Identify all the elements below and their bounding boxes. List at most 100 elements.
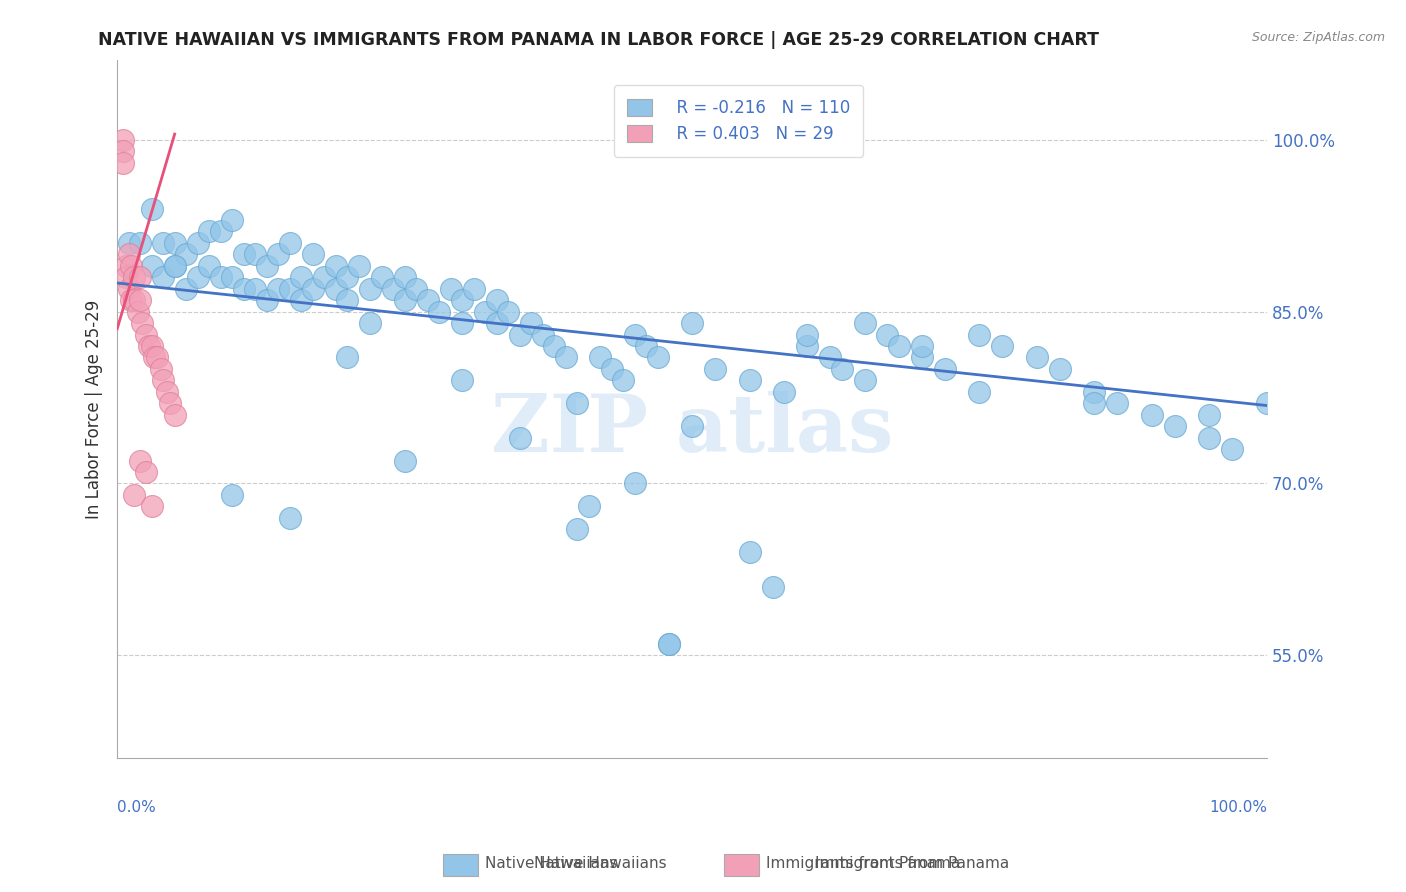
Point (314, 270, 336, 285)
Point (163, 235, 186, 250)
Point (129, 293, 152, 307)
Point (129, 453, 152, 467)
Point (485, 316, 508, 330)
Point (509, 431, 531, 445)
Point (138, 339, 160, 353)
Point (336, 270, 359, 285)
Point (115, 259, 138, 273)
Point (325, 282, 347, 296)
Point (232, 247, 254, 261)
Point (382, 282, 405, 296)
Y-axis label: In Labor Force | Age 25-29: In Labor Force | Age 25-29 (86, 300, 103, 518)
Point (301, 282, 323, 296)
Point (135, 465, 157, 479)
Point (1049, 362, 1071, 376)
Point (1083, 384, 1105, 399)
Point (1164, 419, 1187, 434)
Point (991, 339, 1014, 353)
Point (578, 500, 600, 514)
Legend:   R = -0.216   N = 110,   R = 0.403   N = 29: R = -0.216 N = 110, R = 0.403 N = 29 (614, 86, 863, 157)
Point (267, 282, 290, 296)
Point (301, 247, 323, 261)
Point (359, 316, 381, 330)
Point (1140, 408, 1163, 422)
Text: Native Hawaiians: Native Hawaiians (534, 856, 666, 871)
Point (163, 259, 186, 273)
Point (589, 351, 612, 365)
Point (509, 327, 531, 342)
Point (290, 293, 312, 307)
Point (658, 637, 681, 651)
Text: Immigrants from Panama: Immigrants from Panama (815, 856, 1010, 871)
Point (267, 247, 290, 261)
Point (658, 637, 681, 651)
Point (198, 224, 221, 238)
Text: Immigrants from Panama: Immigrants from Panama (766, 856, 960, 871)
Point (887, 339, 910, 353)
Point (124, 488, 146, 502)
Point (451, 373, 474, 387)
Point (118, 247, 141, 261)
Point (111, 145, 134, 159)
Point (1083, 396, 1105, 410)
Point (647, 351, 669, 365)
Point (370, 270, 392, 285)
Point (209, 270, 232, 285)
Point (761, 580, 783, 594)
Point (969, 384, 991, 399)
Point (911, 339, 934, 353)
Point (290, 270, 312, 285)
Point (439, 282, 461, 296)
Point (174, 247, 197, 261)
Point (427, 304, 450, 318)
Point (359, 282, 381, 296)
Point (485, 293, 508, 307)
Point (135, 327, 157, 342)
Point (1107, 396, 1129, 410)
Point (115, 270, 138, 285)
Text: ZIP atlas: ZIP atlas (491, 391, 893, 469)
Point (209, 224, 232, 238)
Point (232, 282, 254, 296)
Point (463, 282, 485, 296)
Text: NATIVE HAWAIIAN VS IMMIGRANTS FROM PANAMA IN LABOR FORCE | AGE 25-29 CORRELATION: NATIVE HAWAIIAN VS IMMIGRANTS FROM PANAM… (98, 31, 1099, 49)
Point (152, 235, 174, 250)
Point (394, 270, 416, 285)
Point (1256, 396, 1278, 410)
Point (120, 259, 142, 273)
Point (934, 362, 956, 376)
Point (405, 282, 427, 296)
Point (612, 373, 634, 387)
Point (152, 270, 174, 285)
Point (278, 282, 301, 296)
Point (336, 293, 359, 307)
Point (118, 235, 141, 250)
Point (416, 293, 439, 307)
Point (451, 316, 474, 330)
Point (394, 453, 416, 467)
Point (221, 270, 243, 285)
Point (131, 316, 153, 330)
Point (118, 282, 141, 296)
Point (531, 327, 554, 342)
Point (496, 304, 519, 318)
Point (156, 384, 179, 399)
Point (738, 545, 761, 559)
Point (146, 351, 169, 365)
Point (325, 259, 347, 273)
Point (198, 259, 221, 273)
Text: Native Hawaiians: Native Hawaiians (485, 856, 617, 871)
Point (149, 362, 172, 376)
Point (704, 362, 727, 376)
Point (451, 293, 474, 307)
Text: 0.0%: 0.0% (117, 800, 156, 815)
Point (141, 339, 163, 353)
Point (278, 235, 301, 250)
Point (623, 476, 645, 491)
Point (1222, 442, 1244, 456)
Point (143, 351, 166, 365)
Point (600, 362, 623, 376)
Point (738, 373, 761, 387)
Point (124, 270, 146, 285)
Point (796, 339, 818, 353)
